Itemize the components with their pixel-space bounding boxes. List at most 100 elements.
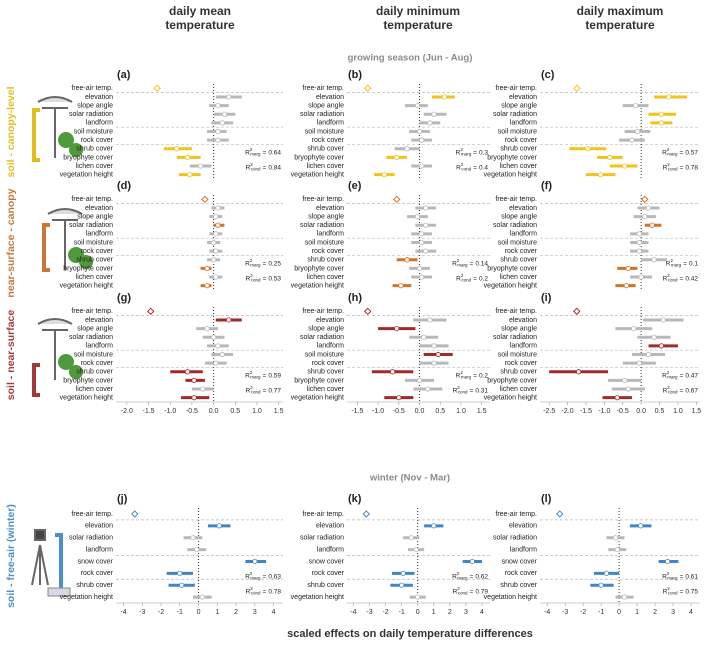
- category-label: vegetation height: [60, 395, 113, 402]
- r2-symbol: R: [246, 275, 251, 282]
- r2-annotation: R2 marg = 0.61: [662, 571, 698, 581]
- x-tick-label: -4: [350, 609, 356, 616]
- section-title: growing season (Jun - Aug): [348, 53, 473, 64]
- x-tick-label: -1.0: [598, 408, 610, 415]
- x-tick-label: 0.5: [230, 408, 240, 415]
- x-tick-label: -2.0: [562, 408, 574, 415]
- estimate: [201, 195, 209, 204]
- estimate: [625, 386, 631, 392]
- estimate: [408, 535, 414, 541]
- panel-title: (h): [348, 292, 362, 304]
- category-label: landform: [317, 546, 344, 553]
- r2-kind: cond: [668, 591, 678, 596]
- estimate: [427, 317, 433, 323]
- category-label: vegetation height: [60, 283, 113, 290]
- category-label: rock cover: [312, 360, 345, 367]
- x-tick-label: -1.5: [580, 408, 592, 415]
- estimate: [204, 283, 210, 289]
- estimate: [576, 369, 582, 375]
- estimate: [210, 257, 217, 263]
- category-label: solar radiation: [300, 222, 344, 229]
- category-label: soil moisture: [305, 351, 344, 358]
- r2-symbol: R: [453, 588, 458, 595]
- estimate: [204, 265, 210, 272]
- category-label: vegetation height: [291, 283, 344, 290]
- category-label: elevation: [509, 205, 537, 212]
- category-label: landform: [510, 120, 537, 127]
- snow-icon: [47, 587, 71, 597]
- estimate: [614, 395, 620, 401]
- estimate: [658, 343, 664, 349]
- estimate: [399, 582, 405, 588]
- r2-equals: =: [470, 260, 474, 267]
- r2-equals: =: [473, 149, 477, 156]
- estimate: [184, 369, 191, 375]
- category-label: vegetation height: [291, 395, 344, 402]
- r2-annotation: R2 cond = 0.42: [663, 273, 699, 283]
- category-label: solar radiation: [300, 334, 344, 341]
- estimate: [389, 369, 396, 375]
- r2-kind: marg: [667, 152, 678, 157]
- x-tick-label: 0: [416, 609, 420, 616]
- r2-annotation: R2 marg = 0.25: [245, 258, 281, 268]
- category-label: rock cover: [81, 360, 114, 367]
- r2-value: 0.2: [479, 372, 488, 379]
- r2-symbol: R: [662, 573, 667, 580]
- estimate: [435, 351, 441, 358]
- r2-annotation: R2 cond = 0.77: [246, 385, 282, 395]
- r2-annotation: R2 cond = 0.31: [453, 385, 489, 395]
- category-label: landform: [510, 343, 537, 350]
- category-label: vegetation height: [484, 395, 537, 402]
- x-tick-label: 1: [432, 609, 436, 616]
- category-label: free-air temp.: [495, 308, 537, 315]
- category-label: free-air temp.: [71, 196, 113, 203]
- r2-symbol: R: [663, 387, 668, 394]
- r2-equals: =: [470, 387, 474, 394]
- category-label: shrub cover: [76, 257, 113, 264]
- r2-annotation: R2 cond = 0.78: [246, 586, 282, 596]
- r2-value: 0.3: [479, 149, 488, 156]
- estimate: [598, 172, 604, 178]
- estimate: [629, 137, 635, 143]
- category-label: bryophyte cover: [63, 154, 113, 161]
- row-label: soil - canopy-level: [5, 86, 17, 177]
- estimate: [431, 111, 437, 117]
- r2-symbol: R: [245, 573, 250, 580]
- estimate: [651, 334, 657, 340]
- r2-annotation: R2 cond = 0.4: [456, 162, 488, 172]
- category-label: bryophyte cover: [487, 265, 537, 272]
- category-label: rock cover: [312, 137, 345, 144]
- category-label: elevation: [85, 317, 113, 324]
- category-label: lichen cover: [500, 386, 538, 393]
- category-label: solar radiation: [493, 535, 537, 542]
- r2-equals: =: [680, 149, 684, 156]
- r2-annotation: R2 marg = 0.57: [662, 147, 698, 157]
- r2-power: 2: [461, 273, 464, 278]
- r2-power: 2: [667, 273, 670, 278]
- x-tick-label: 1.0: [673, 408, 683, 415]
- r2-value: 0.78: [268, 588, 281, 595]
- r2-power: 2: [250, 385, 253, 390]
- r2-value: 0.25: [268, 260, 281, 267]
- estimate: [645, 205, 652, 211]
- estimate: [146, 307, 155, 316]
- category-label: bryophyte cover: [487, 377, 537, 384]
- estimate: [638, 274, 644, 280]
- category-label: landform: [86, 120, 113, 127]
- category-label: elevation: [316, 317, 344, 324]
- category-label: shrub cover: [500, 257, 537, 264]
- r2-value: 0.78: [685, 164, 698, 171]
- r2-kind: marg: [250, 375, 261, 380]
- estimate: [419, 137, 425, 143]
- estimate: [469, 558, 475, 565]
- estimate: [642, 213, 648, 220]
- r2-value: 0.67: [685, 387, 698, 394]
- r2-annotation: R2 marg = 0.2: [456, 370, 489, 380]
- r2-equals: =: [473, 372, 477, 379]
- r2-power: 2: [250, 571, 253, 576]
- estimate: [364, 84, 372, 93]
- x-tick-label: 0.0: [209, 408, 219, 415]
- r2-equals: =: [263, 164, 267, 171]
- panel-title: (a): [117, 69, 131, 81]
- category-label: free-air temp.: [495, 85, 537, 92]
